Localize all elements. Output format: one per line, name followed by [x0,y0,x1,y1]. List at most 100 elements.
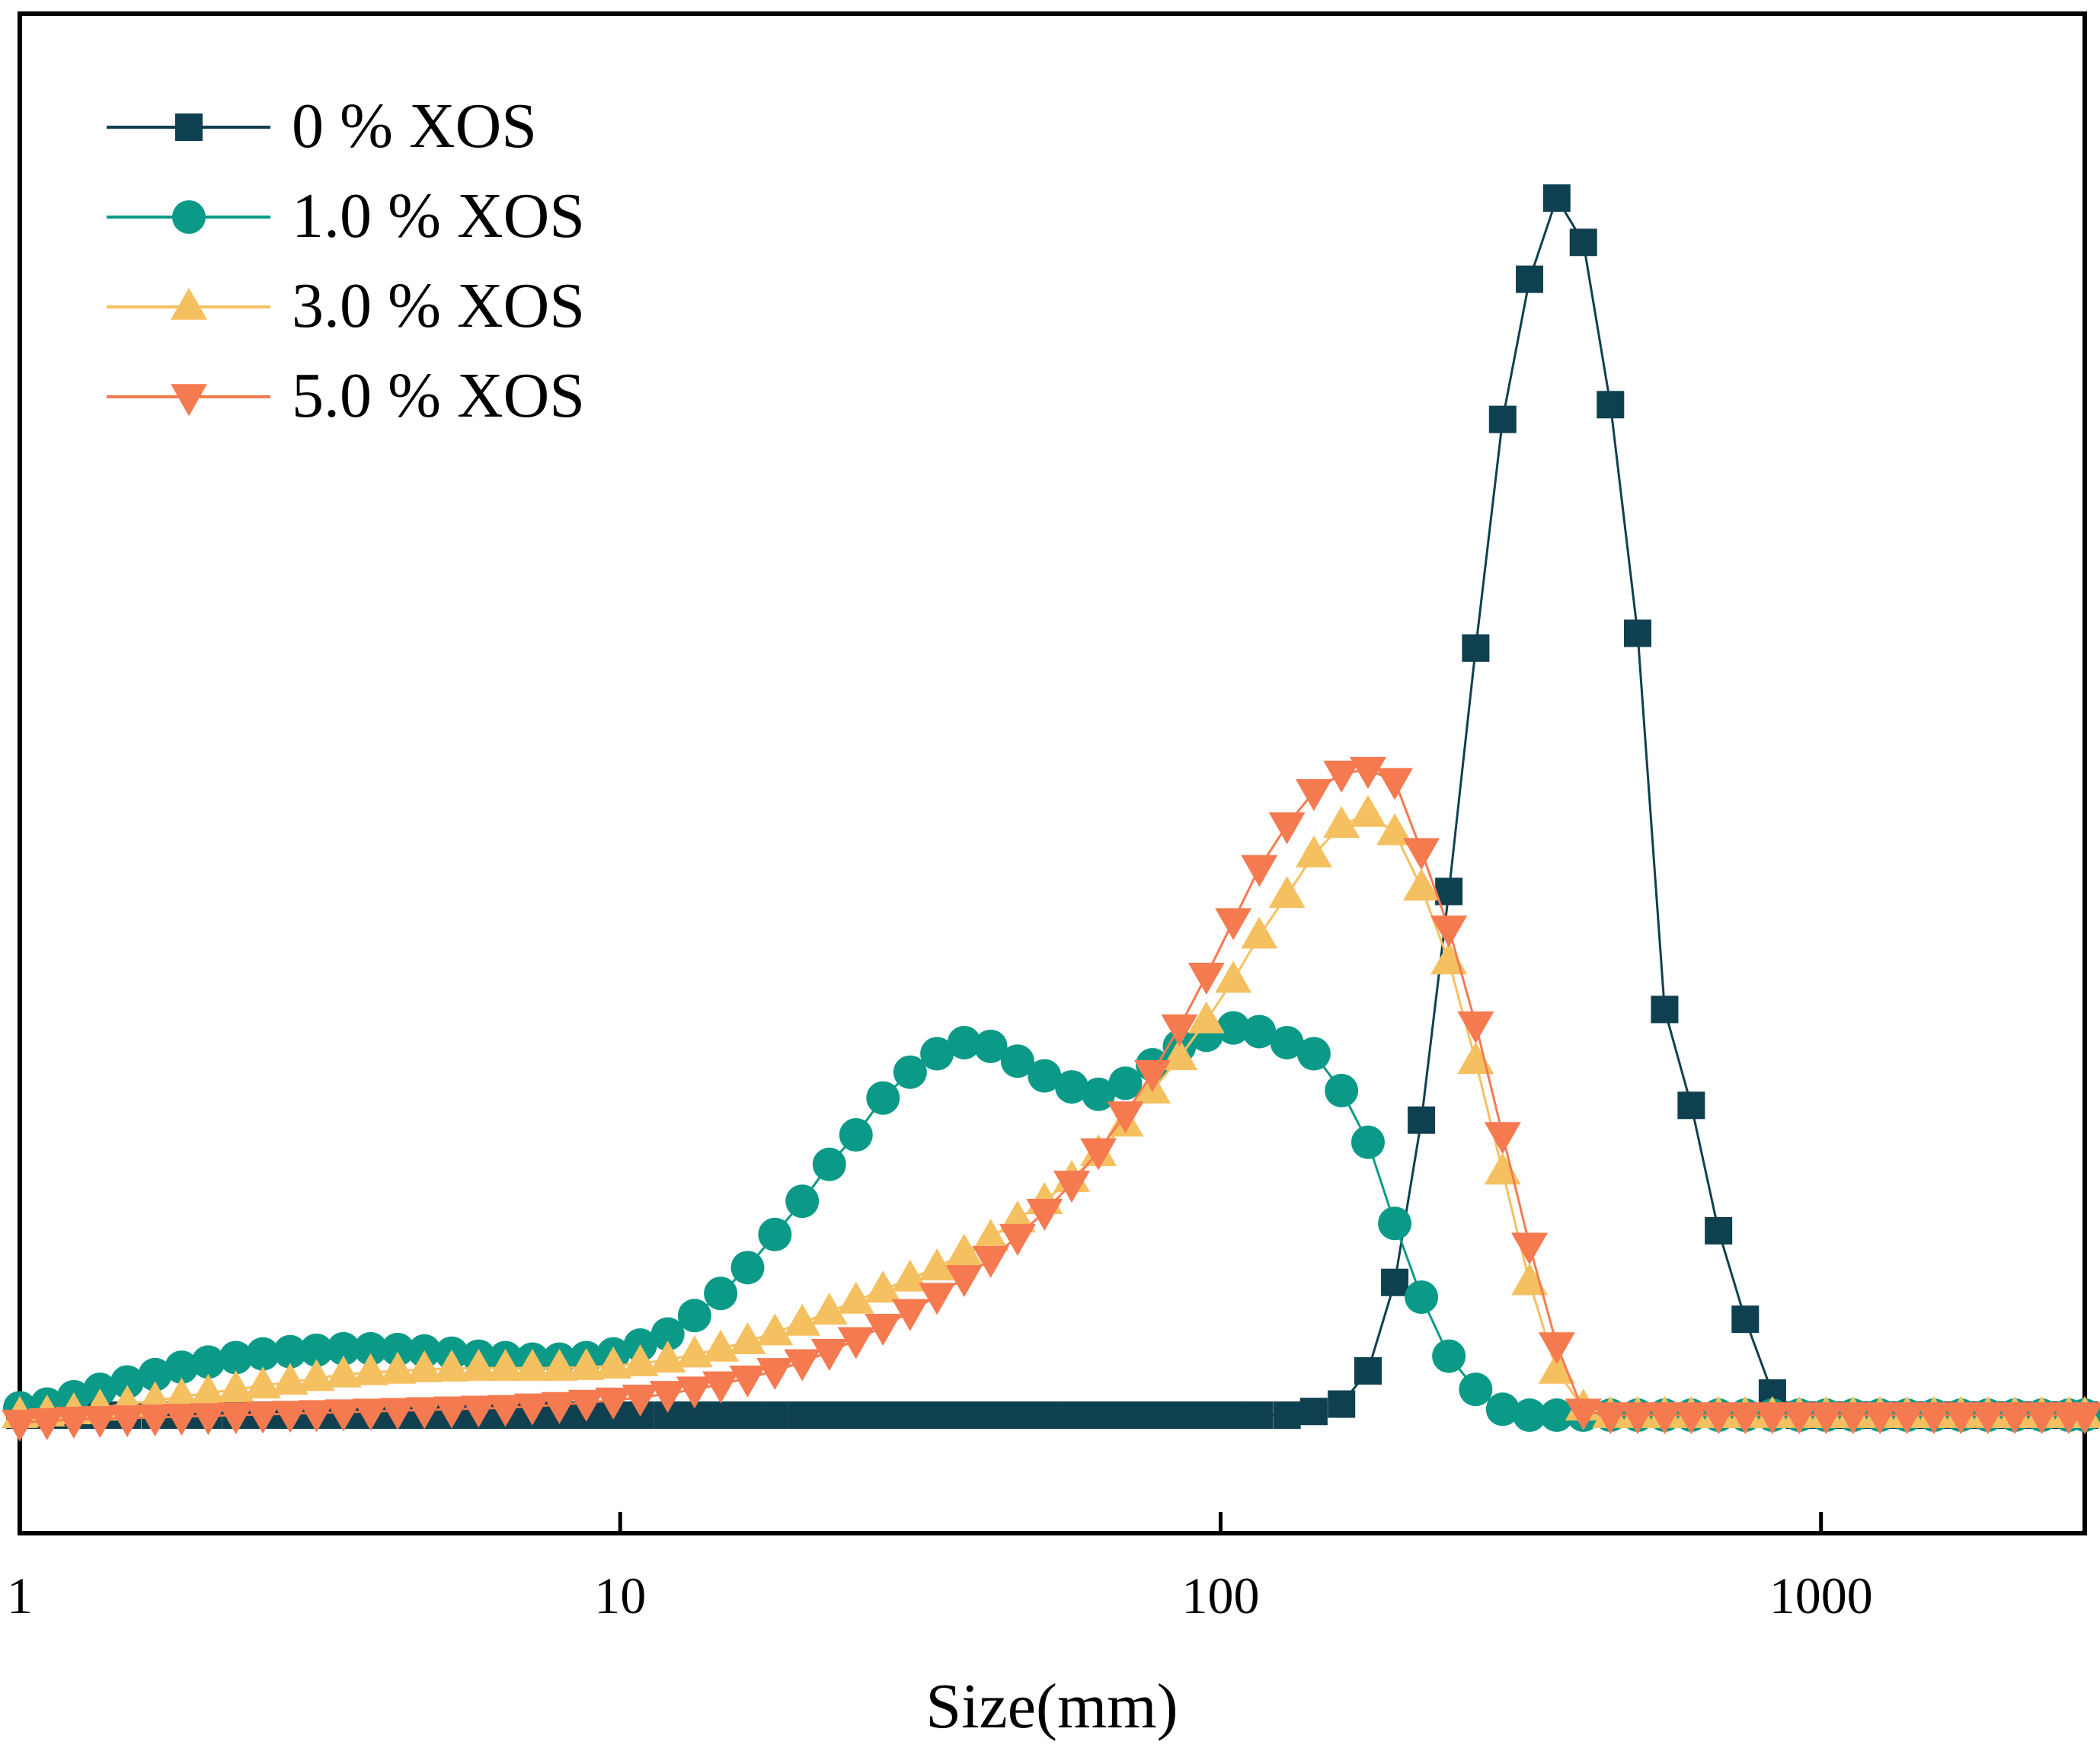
legend-label: 3.0 % XOS [292,270,585,341]
legend: 0 % XOS 1.0 % XOS 3.0 % XOS 5.0 % XOS [107,91,585,431]
data-point [1651,995,1679,1024]
data-point [1031,1401,1059,1430]
data-point [649,1340,686,1373]
data-point [1138,1401,1166,1430]
data-point [1862,1402,1899,1435]
data-point [460,1348,497,1381]
data-point [1457,1041,1494,1074]
data-point [163,1404,200,1436]
data-point [1242,1014,1277,1049]
data-point [1192,1401,1220,1430]
data-point [110,1365,145,1399]
data-point [1295,835,1332,868]
data-point [919,1248,956,1281]
data-point [869,1401,897,1430]
data-point [165,1350,199,1385]
data-point [245,1366,282,1399]
legend-item: 5.0 % XOS [107,360,585,431]
data-point [1542,184,1571,212]
data-point [945,1233,983,1266]
series-layer [2,184,2100,1442]
data-point [1430,915,1468,948]
x-tick-label: 100 [1181,1567,1259,1625]
data-point [1215,960,1252,993]
data-point [837,1327,874,1360]
data-point [406,1350,443,1382]
data-point [1000,1044,1034,1078]
data-point [273,1334,307,1369]
data-point [756,1313,794,1346]
data-point [1405,1280,1439,1315]
legend-label: 5.0 % XOS [292,360,585,431]
data-point [650,1317,685,1351]
data-point [676,1376,713,1409]
data-point [1996,1402,2034,1435]
data-point [219,1340,253,1375]
data-point [1700,1402,1737,1435]
data-point [1705,1216,1733,1245]
data-point [1619,1402,1656,1435]
data-point [1432,1339,1466,1373]
data-point [513,1348,551,1381]
data-point [1085,1401,1113,1430]
data-point [136,1404,174,1437]
data-point [973,1029,1008,1063]
data-point [788,1401,817,1430]
series-3 [2,756,2100,1442]
data-point [1323,806,1360,839]
data-point [1457,1011,1494,1043]
data-point [1673,1402,1710,1435]
data-point [1323,760,1360,793]
data-point [541,1348,578,1381]
data-point [1753,1402,1791,1435]
data-point [1565,1398,1602,1431]
data-point [1592,1402,1629,1435]
data-point [55,1407,92,1439]
data-point [784,1303,821,1336]
data-point [1942,1402,1980,1435]
data-point [1403,868,1440,901]
data-point [1808,1402,1845,1435]
data-point [1108,1066,1143,1101]
data-point [1488,405,1517,433]
legend-label: 0 % XOS [292,91,537,161]
data-point [1516,265,1544,293]
data-point [217,1369,254,1402]
data-point [271,1401,308,1433]
data-point [1408,1106,1436,1134]
data-point [1268,876,1306,909]
data-point [1378,1206,1412,1241]
data-point [976,1401,1005,1430]
data-point [784,1349,821,1382]
data-point [487,1395,524,1427]
data-point [1241,916,1278,949]
data-point [595,1387,632,1420]
data-point [1133,1059,1171,1092]
data-point [972,1219,1009,1251]
legend-marker [171,287,207,320]
data-point [163,1377,200,1410]
data-point [1511,1263,1549,1296]
data-point [1915,1402,1952,1435]
data-point [1165,1401,1194,1430]
data-point [865,1314,902,1347]
data-point [1888,1402,1926,1435]
data-point [677,1299,711,1333]
x-axis-label: Size(mm) [925,1671,1178,1742]
x-axis: 1 10 100 1000 [7,1512,1873,1625]
data-point [82,1406,119,1439]
data-point [1270,1025,1304,1059]
data-point [1597,391,1625,419]
data-point [1539,1398,1574,1433]
x-tick-label: 1000 [1769,1567,1873,1625]
data-point [326,1331,360,1366]
x-tick-label: 10 [594,1567,646,1625]
legend-item: 3.0 % XOS [107,270,585,341]
data-point [1677,1091,1705,1120]
data-point [190,1403,227,1436]
data-point [649,1381,686,1414]
data-point [1161,1014,1198,1046]
data-point [2066,1402,2100,1435]
data-point [923,1401,951,1430]
data-point [1623,619,1651,647]
